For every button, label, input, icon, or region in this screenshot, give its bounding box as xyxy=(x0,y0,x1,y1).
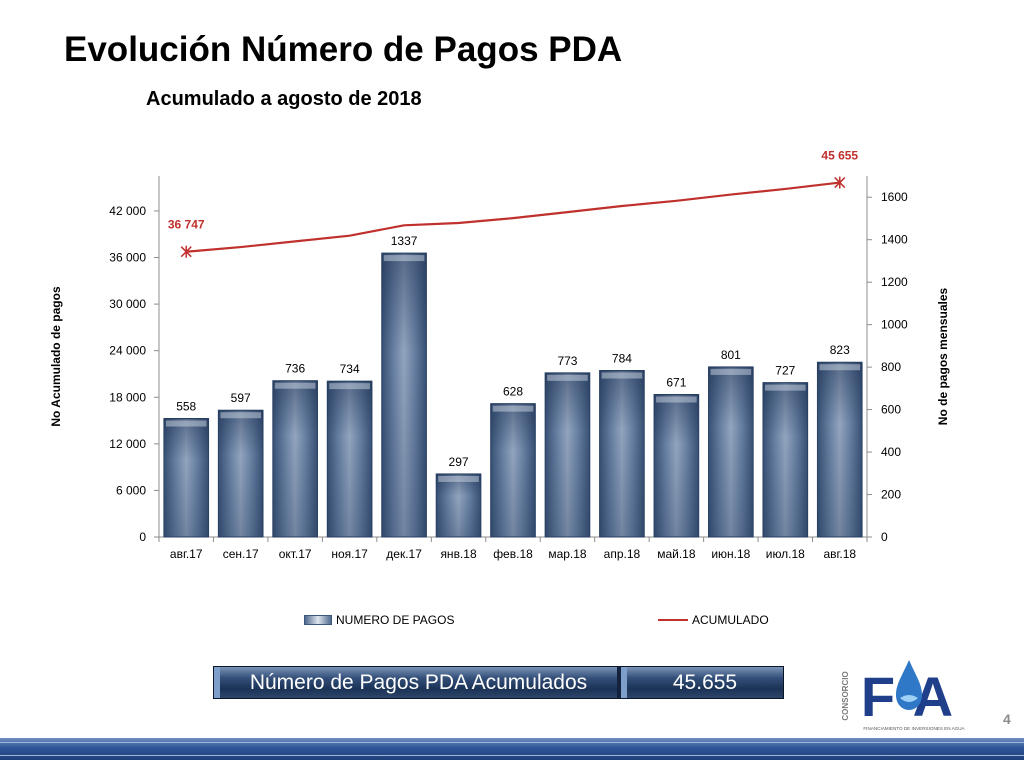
y-tick-label-left: 42 000 xyxy=(109,204,146,218)
slide-subtitle: Acumulado a agosto de 2018 xyxy=(146,88,422,110)
bar-highlight xyxy=(764,384,806,391)
y-tick-label-left: 36 000 xyxy=(109,251,146,265)
bar-shade xyxy=(327,381,372,537)
bar-value-label: 558 xyxy=(176,400,196,414)
logo-tagline: FINANCIAMIENTO DE INVERSIONES EN AGUA xyxy=(863,726,965,731)
legend-bar-swatch xyxy=(304,615,332,625)
bar-shade xyxy=(381,253,427,538)
footer-bar xyxy=(0,738,1024,760)
x-tick-label: окт.17 xyxy=(279,547,312,561)
x-tick-label: мар.18 xyxy=(548,547,587,561)
x-tick-label: июн.18 xyxy=(711,547,750,561)
bar-shade xyxy=(490,403,536,537)
x-tick-label: янв.18 xyxy=(440,547,477,561)
y-tick-label-right: 1400 xyxy=(881,233,908,247)
page-number: 4 xyxy=(1003,711,1011,727)
bar-highlight xyxy=(656,396,697,403)
bar-shade xyxy=(654,394,699,537)
y-tick-label-left: 6 000 xyxy=(116,483,146,497)
line-value-label: 45 655 xyxy=(821,149,858,163)
bar-shade xyxy=(762,382,808,537)
legend-line-swatch xyxy=(658,619,688,621)
y-tick-label-right: 1000 xyxy=(881,318,908,332)
y-tick-label-right: 0 xyxy=(881,530,888,544)
bar-shade xyxy=(817,362,863,537)
legend-bars-label: NUMERO DE PAGOS xyxy=(336,613,455,627)
bar-value-label: 597 xyxy=(231,391,251,405)
summary-box: Número de Pagos PDA Acumulados 45.655 xyxy=(213,666,784,699)
x-tick-label: июл.18 xyxy=(766,547,805,561)
y-tick-label-right: 600 xyxy=(881,403,901,417)
bar-highlight xyxy=(220,412,262,419)
bar-value-label: 773 xyxy=(557,354,577,368)
bar-value-label: 297 xyxy=(449,455,469,469)
cumulative-line xyxy=(186,181,840,253)
bar-shade xyxy=(272,380,318,537)
x-tick-label: сен.17 xyxy=(223,547,259,561)
x-tick-label: ноя.17 xyxy=(331,547,368,561)
bar-shade xyxy=(436,473,481,537)
bar-value-label: 671 xyxy=(666,376,686,390)
combo-chart: 0 6 000 12 000 18 000 24 000 30 000 36 000 42 0… xyxy=(49,149,950,561)
x-tick-label: фев.18 xyxy=(493,547,533,561)
bar-highlight xyxy=(383,255,425,262)
bar-highlight xyxy=(329,383,370,390)
bar-shade xyxy=(218,410,264,537)
summary-label: Número de Pagos PDA Acumulados xyxy=(214,667,617,698)
y-tick-label-right: 400 xyxy=(881,445,901,459)
bar-shade xyxy=(545,372,590,537)
y-tick-label-left: 0 xyxy=(139,530,146,544)
y-tick-label-right: 1600 xyxy=(881,190,908,204)
bar-highlight xyxy=(274,382,316,389)
bar-shade xyxy=(599,370,645,537)
bar-highlight xyxy=(601,372,643,379)
y-tick-label-right: 1200 xyxy=(881,275,908,289)
bar-value-label: 727 xyxy=(775,364,795,378)
bar-value-label: 628 xyxy=(503,385,523,399)
y-axis-title-right: No de pagos mensuales xyxy=(936,287,950,425)
bar-shade xyxy=(708,366,754,537)
slide-title: Evolución Número de Pagos PDA xyxy=(64,30,623,69)
y-axis-title-left: No Acumulado de pagos xyxy=(49,286,63,427)
bar-value-label: 1337 xyxy=(391,234,418,248)
line-value-label: 36 747 xyxy=(168,218,205,232)
bar-highlight xyxy=(492,405,534,412)
bar-highlight xyxy=(547,374,588,381)
bar-highlight xyxy=(710,368,752,375)
legend-line: ACUMULADO xyxy=(658,613,769,627)
bar-highlight xyxy=(165,420,207,427)
line-marker xyxy=(834,176,846,189)
summary-value: 45.655 xyxy=(621,667,783,698)
legend-line-label: ACUMULADO xyxy=(692,613,769,627)
fia-logo: CONSORCIO F A FINANCIAMIENTO DE INVERSIO… xyxy=(841,660,966,731)
y-tick-label-left: 12 000 xyxy=(109,437,146,451)
logo-side-text: CONSORCIO xyxy=(841,671,850,720)
bar-value-label: 736 xyxy=(285,362,305,376)
x-tick-label: дек.17 xyxy=(386,547,422,561)
bar-highlight xyxy=(438,475,479,482)
x-tick-label: май.18 xyxy=(657,547,696,561)
legend-bars: NUMERO DE PAGOS xyxy=(304,613,454,627)
y-tick-label-right: 200 xyxy=(881,488,901,502)
y-tick-label-left: 24 000 xyxy=(109,344,146,358)
bar-value-label: 734 xyxy=(340,362,360,376)
bar-value-label: 784 xyxy=(612,352,632,366)
x-tick-label: авг.17 xyxy=(170,547,203,561)
bar-value-label: 801 xyxy=(721,348,741,362)
y-tick-label-right: 800 xyxy=(881,360,901,374)
x-tick-label: авг.18 xyxy=(823,547,856,561)
y-tick-label-left: 18 000 xyxy=(109,390,146,404)
bar-value-label: 823 xyxy=(830,343,850,357)
bar-shade xyxy=(163,418,209,537)
x-tick-label: апр.18 xyxy=(604,547,641,561)
y-tick-label-left: 30 000 xyxy=(109,297,146,311)
bar-highlight xyxy=(819,364,861,371)
line-marker xyxy=(180,245,192,258)
